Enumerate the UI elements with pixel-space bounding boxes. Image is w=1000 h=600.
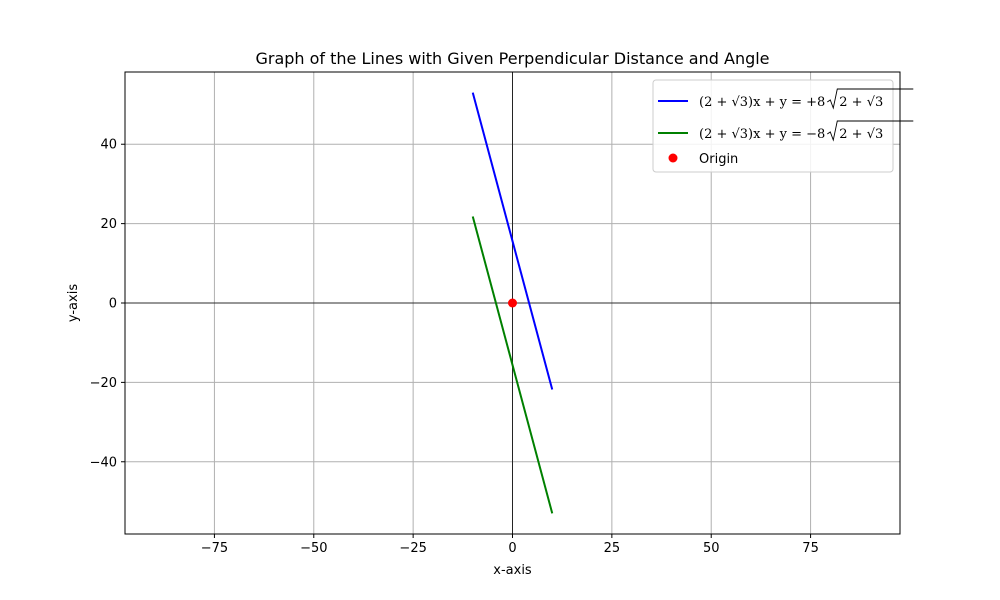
legend-equation: (2 + √3)x + y = −8 — [699, 127, 825, 142]
y-tick-label: 40 — [100, 138, 117, 153]
series-line-1 — [471, 92, 554, 390]
legend-label-origin: Origin — [699, 152, 738, 167]
series-line-2 — [471, 216, 554, 514]
series-layer — [471, 92, 554, 514]
x-tick-label: 75 — [802, 541, 819, 556]
x-tick-label: −50 — [300, 541, 327, 556]
y-tick-label: 20 — [100, 217, 117, 232]
x-tick-label: −75 — [201, 541, 228, 556]
x-tick-label: 50 — [703, 541, 720, 556]
y-tick-label: −20 — [90, 376, 117, 391]
radical-sign — [827, 120, 914, 142]
legend-radicand: 2 + √3 — [839, 95, 883, 110]
x-tick-label: 0 — [508, 541, 516, 556]
y-axis-label: y-axis — [66, 284, 81, 322]
y-ticks: −40 −20 0 20 40 — [90, 138, 125, 470]
legend: (2 + √3)x + y = +8 2 + √3(2 + √3)x + y = … — [652, 79, 914, 173]
x-axis-label: x-axis — [493, 563, 532, 578]
chart-title: Graph of the Lines with Given Perpendicu… — [255, 49, 769, 68]
legend-swatch-origin — [668, 153, 678, 163]
origin-point — [508, 298, 517, 308]
legend-equation: (2 + √3)x + y = +8 — [699, 95, 825, 110]
x-ticks: −75 −50 −25 0 25 50 75 — [201, 534, 819, 556]
x-tick-label: 25 — [604, 541, 621, 556]
points-layer — [508, 298, 517, 308]
y-tick-label: −40 — [90, 455, 117, 470]
radical-sign — [827, 88, 914, 110]
legend-box — [652, 79, 894, 173]
legend-label-1: (2 + √3)x + y = +8 2 + √3 — [699, 88, 914, 110]
x-tick-label: −25 — [399, 541, 426, 556]
legend-radicand: 2 + √3 — [839, 127, 883, 142]
legend-label-2: (2 + √3)x + y = −8 2 + √3 — [699, 120, 914, 142]
y-tick-label: 0 — [109, 297, 117, 312]
